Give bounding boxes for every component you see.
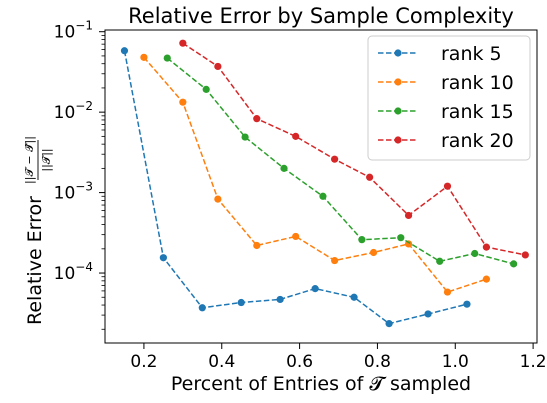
data-point	[471, 249, 479, 258]
data-point	[510, 260, 518, 268]
data-point	[463, 300, 471, 308]
legend-item: rank 20	[378, 130, 514, 152]
data-point	[404, 211, 413, 220]
chart-title: Relative Error by Sample Complexity	[128, 4, 514, 28]
series-4	[179, 39, 529, 259]
data-point	[253, 115, 261, 123]
legend-item: rank 15	[378, 101, 514, 123]
y-axis-label-prefix: Relative Error	[24, 196, 46, 325]
data-point	[366, 173, 374, 181]
data-point	[358, 236, 366, 244]
data-point	[424, 310, 432, 318]
legend: rank 5 rank 10 rank 15 rank 20	[367, 35, 531, 161]
data-point	[319, 192, 327, 200]
x-tick-label: 1.2	[520, 352, 547, 372]
series-line	[123, 50, 468, 325]
data-point	[292, 132, 300, 140]
series-line	[182, 42, 526, 256]
y-tick-label: 10−2	[54, 99, 93, 123]
x-tick-label: 0.4	[208, 352, 235, 372]
legend-marker	[394, 49, 402, 57]
data-point	[436, 257, 444, 265]
data-point	[237, 298, 245, 307]
data-point	[443, 288, 452, 296]
y-tick-label: 10−4	[54, 260, 93, 284]
data-point	[280, 164, 288, 172]
data-point	[253, 241, 261, 250]
legend-label: rank 20	[441, 130, 514, 152]
legend-marker	[394, 107, 402, 115]
data-point	[214, 62, 222, 71]
data-point	[241, 133, 249, 141]
legend-item: rank 10	[378, 72, 514, 94]
data-point	[159, 254, 167, 262]
data-point	[179, 39, 187, 47]
legend-item: rank 5	[378, 43, 502, 65]
series-group	[120, 39, 529, 328]
legend-marker	[394, 136, 402, 144]
data-point	[276, 295, 284, 304]
data-point	[179, 98, 187, 106]
data-point	[385, 320, 393, 328]
data-point	[214, 195, 222, 203]
plot-frame	[104, 29, 538, 344]
y-axis-label-denominator: ||𝓣||	[40, 148, 53, 171]
legend-frame	[367, 35, 531, 161]
legend-marker	[394, 78, 402, 86]
x-axis-label: Percent of Entries of 𝓣 sampled	[171, 373, 471, 395]
series-line	[166, 57, 514, 265]
data-point	[163, 54, 171, 62]
y-ticks: 10−1 10−2 10−3 10−4	[54, 19, 105, 330]
legend-label: rank 15	[441, 101, 514, 123]
legend-label: rank 10	[441, 72, 514, 94]
data-point	[331, 256, 339, 265]
data-point	[482, 243, 491, 251]
x-ticks: 0.2 0.4 0.6 0.8 1.0 1.2	[130, 343, 547, 372]
series-2	[140, 53, 491, 296]
data-point	[521, 251, 529, 259]
data-point	[443, 182, 452, 190]
data-point	[311, 285, 319, 293]
data-point	[397, 234, 405, 242]
x-tick-label: 0.6	[286, 352, 313, 372]
data-point	[202, 85, 210, 93]
x-tick-label: 1.0	[442, 352, 469, 372]
legend-label: rank 5	[441, 43, 502, 65]
y-tick-label: 10−1	[54, 19, 93, 43]
data-point	[198, 304, 206, 312]
data-point	[120, 47, 129, 55]
data-point	[350, 293, 358, 301]
series-3	[163, 54, 518, 268]
y-tick-label: 10−3	[54, 180, 93, 204]
y-axis-label: Relative Error ||𝓣 − 𝓣̂|| ||𝓣||	[23, 136, 53, 325]
data-point	[369, 248, 378, 257]
data-point	[140, 53, 148, 61]
data-point	[292, 232, 300, 241]
series-1	[120, 47, 471, 328]
x-tick-label: 0.2	[130, 352, 157, 372]
data-point	[482, 275, 491, 283]
x-tick-label: 0.8	[364, 352, 391, 372]
data-point	[331, 155, 339, 163]
y-axis-label-numerator: ||𝓣 − 𝓣̂||	[23, 136, 36, 184]
